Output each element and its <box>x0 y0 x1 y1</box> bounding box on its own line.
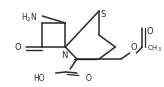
Text: O: O <box>131 43 137 52</box>
Text: O: O <box>14 43 21 52</box>
Text: H$_2$N: H$_2$N <box>21 12 38 25</box>
Text: CH$_3$: CH$_3$ <box>147 44 162 54</box>
Text: N: N <box>61 51 68 60</box>
Text: HO: HO <box>33 74 45 83</box>
Text: O: O <box>85 74 91 83</box>
Text: S: S <box>101 10 106 19</box>
Text: O: O <box>146 27 153 36</box>
